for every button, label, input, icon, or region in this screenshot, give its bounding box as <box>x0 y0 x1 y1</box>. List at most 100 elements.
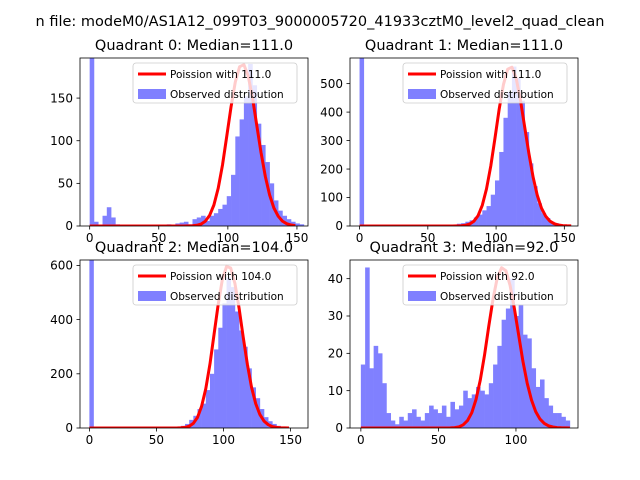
histogram-bar <box>179 222 185 226</box>
x-tick-label: 50 <box>420 231 435 245</box>
histogram-bar <box>106 207 112 226</box>
histogram-bar <box>261 144 266 226</box>
histogram-bar <box>360 364 366 428</box>
histogram-bar <box>429 405 434 428</box>
histogram-bar <box>441 405 447 428</box>
histogram-bar <box>234 311 240 428</box>
histogram-bar <box>222 303 227 428</box>
histogram-bar <box>230 287 236 428</box>
histogram-bar <box>111 217 116 226</box>
legend-patch-swatch <box>408 89 436 99</box>
histogram-bar <box>544 398 549 428</box>
histogram-bar <box>510 278 515 428</box>
histogram-bar <box>476 386 481 428</box>
histogram-bar <box>359 58 365 226</box>
legend-label: Observed distribution <box>170 291 284 303</box>
histogram-bar <box>450 401 455 428</box>
histogram-bar <box>399 416 404 428</box>
histogram-bar <box>205 390 211 428</box>
histogram-bar <box>390 420 396 428</box>
histogram-bar <box>501 319 507 428</box>
histogram-bar <box>433 409 438 428</box>
histogram-bar <box>552 413 558 428</box>
histogram-bar <box>535 386 541 428</box>
histogram-bar <box>561 416 566 428</box>
histogram-bar <box>243 96 249 226</box>
legend: Poission with 111.0 Observed distribution <box>132 62 298 104</box>
histogram-bar <box>565 420 571 428</box>
y-tick-label: 200 <box>50 367 73 381</box>
x-tick-label: 0 <box>86 231 94 245</box>
x-tick-label: 150 <box>553 231 576 245</box>
legend: Poission with 104.0 Observed distribution <box>132 264 298 306</box>
y-tick-label: 100 <box>320 191 343 205</box>
histogram-bar <box>218 327 223 428</box>
histogram-bar <box>265 162 270 226</box>
histogram-bar <box>471 394 477 428</box>
histogram-bar <box>251 387 256 428</box>
y-tick-label: 50 <box>58 177 73 191</box>
axes-frame <box>79 57 309 227</box>
histogram-bar <box>537 203 542 226</box>
histogram-bar <box>493 364 498 428</box>
y-tick-label: 400 <box>320 105 343 119</box>
quadrant-0-chart: 0 50 100 150 0 50 100 150 Quadrant 0: Median=111… <box>50 38 309 245</box>
legend-label: Observed distribution <box>170 89 284 101</box>
y-tick-label: 40 <box>328 272 343 286</box>
poisson-curve <box>89 264 290 428</box>
histogram-bar <box>209 373 215 428</box>
histogram-bar <box>226 277 232 428</box>
histogram-bar <box>511 66 517 226</box>
x-tick-label: 100 <box>505 433 528 447</box>
histogram-bars <box>360 267 571 428</box>
histogram-bar <box>373 345 379 428</box>
histogram-bar <box>454 409 460 428</box>
y-tick-label: 0 <box>65 219 73 233</box>
histogram-bar <box>226 196 232 226</box>
histogram-bar <box>533 186 538 226</box>
y-tick-label: 0 <box>335 421 343 435</box>
legend-patch-swatch <box>138 291 166 301</box>
histogram-bar <box>218 208 223 226</box>
x-tick-label: 0 <box>356 231 364 245</box>
legend-box <box>132 264 298 306</box>
y-tick-label: 20 <box>328 347 343 361</box>
histogram-bar <box>514 316 519 428</box>
histogram-bar <box>505 308 511 428</box>
histogram-bar <box>437 413 443 428</box>
y-tick-label: 500 <box>320 77 343 91</box>
axes-frame <box>79 259 309 429</box>
histogram-bar <box>446 416 451 428</box>
histogram-bar <box>243 346 248 428</box>
axes-frame <box>349 57 579 227</box>
histogram-bars <box>89 260 290 428</box>
histogram-bar <box>520 100 525 226</box>
histogram-bar <box>490 194 496 226</box>
histogram-bar <box>205 220 210 226</box>
panel-title: Quadrant 2: Median=104.0 <box>95 240 293 256</box>
histogram-bar <box>494 180 500 226</box>
y-tick-label: 0 <box>65 421 73 435</box>
histogram-bar <box>89 58 95 226</box>
histogram-bar <box>548 405 554 428</box>
histogram-bar <box>407 413 413 428</box>
histogram-bar <box>394 424 400 428</box>
y-tick-label: 150 <box>50 91 73 105</box>
y-tick-label: 300 <box>320 134 343 148</box>
y-tick-label: 0 <box>335 219 343 233</box>
y-tick-label: 30 <box>328 309 343 323</box>
histogram-bar <box>458 405 464 428</box>
histogram-bar <box>197 409 202 428</box>
histogram-bar <box>541 213 547 226</box>
histogram-bar <box>299 224 305 226</box>
quadrant-3-chart: 0 50 100 0 10 20 30 40 Quadrant 3: Median=92.0 Po… <box>328 240 579 447</box>
legend-label: Poission with 92.0 <box>440 271 535 283</box>
panel-title: Quadrant 3: Median=92.0 <box>370 240 559 256</box>
histogram-bar <box>522 334 528 428</box>
x-tick-label: 50 <box>151 231 166 245</box>
histogram-bar <box>486 206 492 226</box>
histogram-bar <box>484 394 490 428</box>
histogram-bar <box>209 215 215 226</box>
quadrant-1-chart: 0 50 100 150 0 100 200 300 400 500 Quadrant 1: Med… <box>320 38 579 245</box>
legend: Poission with 111.0 Observed distribution <box>402 62 568 104</box>
